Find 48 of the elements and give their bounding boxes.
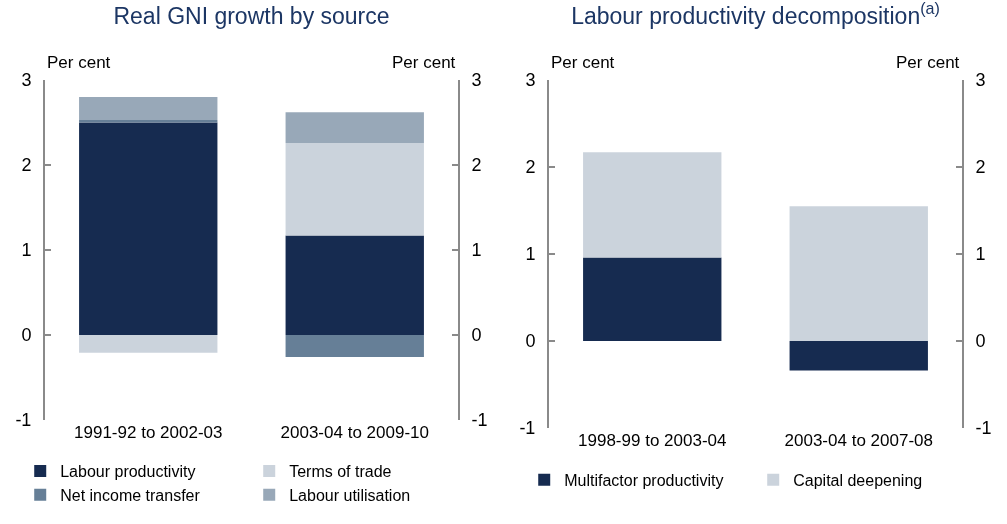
y-tick-label: -1 — [15, 410, 32, 431]
legend-label: Capital deepening — [793, 471, 923, 489]
x-tick-label: 2003-04 to 2007-08 — [784, 431, 933, 450]
bar — [789, 206, 928, 341]
x-tick-label: 1998-99 to 2003-04 — [578, 431, 727, 450]
chart-title: Real GNI growth by source — [113, 2, 390, 29]
legend-label: Labour utilisation — [289, 486, 411, 504]
legend-label: Net income transfer — [60, 486, 201, 504]
y-tick-label: 1 — [21, 240, 32, 261]
y2-tick-label: 0 — [471, 325, 482, 346]
y-tick-label: 2 — [525, 157, 536, 178]
y-tick-label: 0 — [525, 331, 536, 352]
y2-axis-title: Per cent — [392, 53, 456, 72]
y2-tick-label: -1 — [471, 410, 488, 431]
legend-label: Terms of trade — [289, 463, 392, 481]
bar — [583, 257, 722, 341]
bar — [79, 335, 218, 353]
y-tick-label: 0 — [21, 325, 32, 346]
y2-axis-title: Per cent — [896, 53, 960, 72]
y-tick-label: 3 — [525, 70, 536, 91]
bar — [79, 119, 218, 123]
y2-tick-label: -1 — [975, 418, 992, 439]
y-axis-title: Per cent — [551, 53, 615, 72]
y2-tick-label: 3 — [975, 70, 986, 91]
bar — [285, 335, 424, 358]
y2-tick-label: 2 — [471, 155, 482, 176]
bar — [285, 235, 424, 335]
y-tick-label: 2 — [21, 155, 32, 176]
x-tick-label: 1991-92 to 2002-03 — [74, 423, 223, 442]
chart-title: Labour productivity decomposition$^{(a)}$ — [571, 0, 940, 29]
bar — [789, 341, 928, 371]
y-axis-title: Per cent — [47, 53, 111, 72]
bar — [79, 122, 218, 335]
y2-tick-label: 0 — [975, 331, 986, 352]
legend-label: Multifactor productivity — [564, 471, 724, 489]
y2-tick-label: 2 — [975, 157, 986, 178]
bar — [583, 152, 722, 258]
bar — [285, 112, 424, 143]
y-tick-label: -1 — [519, 418, 536, 439]
y-tick-label: 1 — [525, 244, 536, 265]
y2-tick-label: 1 — [975, 244, 986, 265]
legend-label: Labour productivity — [60, 463, 196, 481]
y2-tick-label: 3 — [471, 70, 482, 91]
bar — [285, 142, 424, 236]
x-tick-label: 2003-04 to 2009-10 — [280, 423, 429, 442]
y-tick-label: 3 — [21, 70, 32, 91]
y2-tick-label: 1 — [471, 240, 482, 261]
bar — [79, 97, 218, 120]
